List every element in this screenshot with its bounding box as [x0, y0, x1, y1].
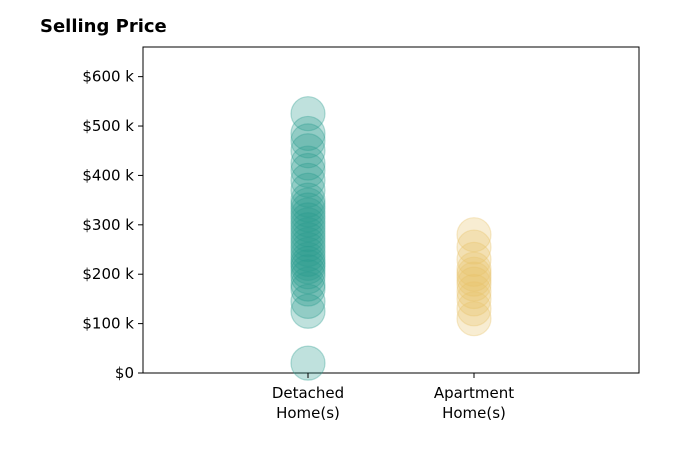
y-tick-label: $200 k: [82, 265, 134, 283]
detached-point: [290, 254, 326, 290]
detached-point: [290, 207, 326, 243]
apartment-point: [456, 251, 492, 287]
detached-point: [290, 249, 326, 285]
detached-point: [290, 212, 326, 248]
detached-point: [290, 133, 326, 169]
detached-point: [290, 293, 326, 329]
detached-point: [290, 236, 326, 273]
detached-point: [290, 259, 326, 295]
detached-point: [290, 197, 326, 233]
apartment-point: [456, 261, 492, 297]
detached-point: [290, 152, 326, 189]
detached-point: [290, 202, 326, 238]
detached-point: [290, 115, 326, 152]
y-tick-label: $100 k: [82, 315, 134, 333]
detached-point: [290, 345, 326, 381]
y-axis: $0 $100 k $200 k $300 k $400 k $500 k $600 k: [82, 68, 143, 382]
chart-title: Selling Price: [40, 16, 167, 37]
y-tick-label: $400 k: [82, 166, 134, 184]
detached-point: [290, 172, 326, 208]
detached-point: [290, 145, 326, 181]
detached-point: [290, 283, 326, 319]
detached-point: [290, 182, 326, 218]
x-tick-label: Detached: [272, 384, 344, 402]
y-tick-label: $500 k: [82, 117, 134, 135]
x-tick-label: Home(s): [442, 404, 506, 422]
detached-point: [290, 241, 326, 277]
plot-frame: [142, 46, 640, 374]
data-points: [290, 96, 492, 381]
detached-point: [290, 231, 326, 268]
x-tick-label: Apartment: [434, 384, 514, 402]
x-axis: Detached Home(s) Apartment Home(s): [272, 373, 514, 422]
y-tick-label: $0: [115, 364, 134, 382]
apartment-point: [456, 256, 492, 292]
apartment-point: [456, 281, 492, 317]
detached-point: [290, 123, 326, 159]
detached-point: [290, 222, 326, 258]
apartment-point: [456, 241, 492, 277]
detached-point: [290, 245, 326, 281]
detached-point: [290, 226, 326, 263]
detached-point: [290, 266, 326, 302]
detached-point: [290, 162, 326, 198]
detached-point: [290, 271, 326, 307]
y-tick-label: $300 k: [82, 216, 134, 234]
detached-point: [290, 192, 326, 228]
detached-point: [290, 187, 326, 223]
x-tick-label: Home(s): [276, 404, 340, 422]
apartment-point: [456, 273, 492, 310]
y-tick-label: $600 k: [82, 68, 134, 86]
detached-point: [290, 217, 326, 253]
detached-point: [290, 96, 326, 132]
apartment-point: [456, 229, 492, 265]
apartment-point: [456, 266, 492, 302]
apartment-point: [456, 217, 492, 253]
apartment-point: [456, 291, 492, 327]
apartment-point: [456, 301, 492, 337]
